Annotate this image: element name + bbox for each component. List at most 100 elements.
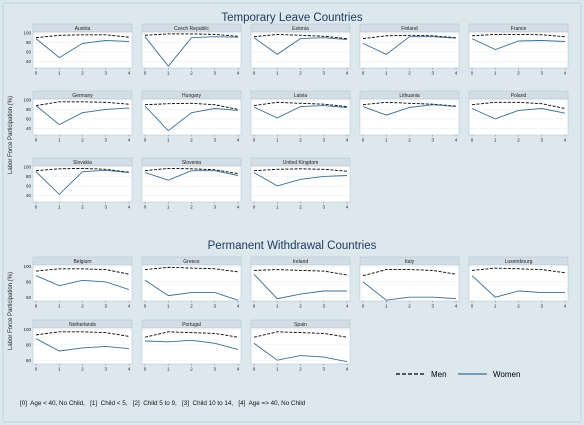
legend-women-label: Women: [493, 370, 520, 379]
panel-hungary: Hungary 0 1 2 3 4: [141, 90, 242, 143]
x-tick-label: 4: [455, 71, 458, 76]
x-tick-label: 0: [362, 138, 365, 143]
panel-title: Belgium: [73, 259, 91, 265]
panel-latvia: Latvia 0 1 2 3 4: [250, 90, 351, 143]
x-tick-label: 3: [213, 205, 216, 210]
x-tick-label: 2: [299, 205, 302, 210]
x-tick-label: 1: [276, 205, 279, 210]
series-men-line: [144, 331, 239, 338]
x-tick-label: 1: [494, 138, 497, 143]
y-tick-label: 60: [26, 183, 32, 188]
x-tick-label: 0: [35, 367, 38, 372]
plot-area: [359, 98, 460, 136]
x-tick-label: 1: [276, 71, 279, 76]
series-women-line: [471, 38, 566, 50]
x-tick-label: 0: [35, 71, 38, 76]
series-women-line: [35, 169, 130, 196]
x-tick-label: 3: [322, 304, 325, 309]
x-tick-label: 4: [128, 367, 131, 372]
x-tick-label: 1: [58, 71, 61, 76]
y-tick-label: 80: [26, 174, 32, 179]
series-men-line: [362, 269, 457, 277]
x-tick-label: 0: [144, 205, 147, 210]
series-women-line: [144, 170, 239, 181]
x-tick-label: 1: [167, 138, 170, 143]
x-tick-label: 0: [253, 71, 256, 76]
y-tick-label: 100: [23, 31, 31, 36]
plot-area: [32, 98, 133, 136]
x-tick-label: 1: [167, 205, 170, 210]
panel-czech-republic: Czech Republic 0 1 2 3 4: [141, 23, 242, 76]
x-tick-label: 3: [540, 304, 543, 309]
x-tick-label: 2: [81, 304, 84, 309]
x-tick-label: 2: [81, 138, 84, 143]
x-tick-label: 4: [128, 71, 131, 76]
plot-area: [141, 165, 242, 203]
x-tick-label: 4: [128, 205, 131, 210]
x-tick-label: 1: [58, 205, 61, 210]
series-women-line: [144, 279, 239, 301]
plot-area: [250, 31, 351, 69]
y-tick-label: 40: [26, 126, 32, 131]
y-tick-label: 40: [26, 59, 32, 64]
y-axis-label-top: Labor Force Participation (%): [8, 96, 14, 174]
panel-title: Portugal: [182, 322, 201, 328]
y-tick-label: 60: [26, 358, 32, 363]
series-women-line: [253, 105, 348, 119]
x-tick-label: 1: [58, 138, 61, 143]
y-tick-label: 100: [23, 264, 31, 269]
x-tick-label: 3: [540, 71, 543, 76]
plot-area: [468, 264, 569, 302]
x-tick-label: 3: [322, 205, 325, 210]
x-tick-label: 3: [431, 71, 434, 76]
series-women-line: [253, 37, 348, 55]
x-tick-label: 0: [144, 367, 147, 372]
x-tick-label: 1: [167, 304, 170, 309]
x-tick-label: 1: [276, 304, 279, 309]
panel-title: Slovenia: [182, 160, 201, 166]
panel-france: France 0 1 2 3 4: [468, 23, 569, 76]
x-tick-label: 2: [81, 367, 84, 372]
x-tick-label: 1: [276, 138, 279, 143]
y-axis-label-bottom: Labor Force Participation (%): [8, 272, 14, 350]
x-tick-label: 4: [128, 138, 131, 143]
x-tick-label: 0: [471, 71, 474, 76]
x-tick-label: 3: [322, 367, 325, 372]
panel-title: Slovakia: [73, 160, 92, 166]
y-tick-label: 100: [23, 98, 31, 103]
x-tick-label: 4: [237, 367, 240, 372]
panel-slovenia: Slovenia 0 1 2 3 4: [141, 157, 242, 210]
panel-title: Germany: [72, 93, 93, 99]
panel-title: Greece: [183, 259, 200, 265]
plot-area: [250, 98, 351, 136]
panel-united-kingdom: United Kingdom 0 1 2 3 4: [250, 157, 351, 210]
panel-title: Ireland: [293, 259, 309, 265]
plot-area: [468, 98, 569, 136]
panel-germany: Germany 40 60 80 100 0 1 2 3 4: [23, 90, 133, 143]
x-tick-label: 0: [253, 304, 256, 309]
series-women-line: [35, 275, 130, 290]
series-men-line: [35, 268, 130, 275]
panel-ireland: Ireland 0 1 2 3 4: [250, 256, 351, 309]
x-tick-label: 4: [346, 205, 349, 210]
x-tick-label: 4: [564, 71, 567, 76]
x-tick-label: 2: [299, 138, 302, 143]
plot-area: [32, 31, 133, 69]
panel-title: Lithuania: [399, 93, 420, 99]
panel-austria: Austria 40 60 80 100 0 1 2 3 4: [23, 23, 133, 76]
series-women-line: [253, 172, 348, 187]
panel-title: Austria: [75, 26, 91, 32]
x-tick-label: 2: [517, 304, 520, 309]
series-men-line: [35, 34, 130, 39]
x-tick-label: 1: [385, 138, 388, 143]
series-women-line: [35, 338, 130, 352]
series-men-line: [144, 102, 239, 110]
panel-slovakia: Slovakia 40 60 80 100 0 1 2 3 4: [23, 157, 133, 210]
panel-greece: Greece 0 1 2 3 4: [141, 256, 242, 309]
panel-title: United Kingdom: [283, 160, 319, 166]
y-tick-label: 40: [26, 193, 32, 198]
x-tick-label: 0: [471, 304, 474, 309]
series-women-line: [35, 105, 130, 126]
series-men-line: [144, 33, 239, 37]
series-women-line: [471, 108, 566, 120]
